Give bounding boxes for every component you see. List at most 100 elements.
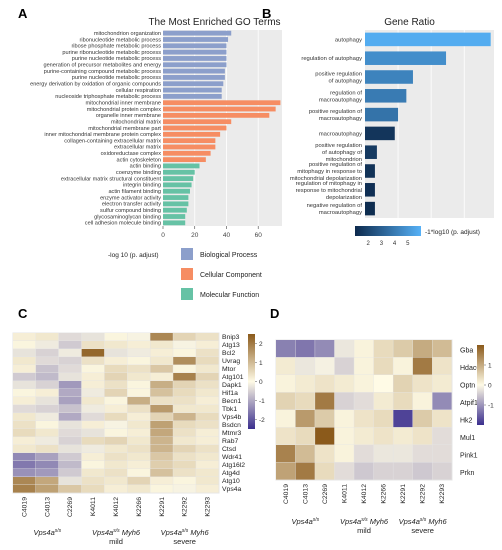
chart-b-bar (365, 164, 375, 178)
c-heatmap-cell (58, 429, 82, 437)
c-heatmap-cell (35, 445, 59, 453)
chart-b-category-label: macroautophagy (319, 131, 362, 137)
c-heatmap-cell (58, 421, 82, 429)
c-heatmap-cell (104, 485, 128, 493)
chart-b-category-label: regulation of mitophagy in (296, 181, 362, 187)
chart-a-xlabel: -log 10 (p. adjust) (108, 252, 159, 259)
c-heatmap-cell (150, 397, 173, 405)
d-heatmap-cell (315, 410, 335, 428)
c-row-label: Atg4d (222, 470, 240, 477)
c-heatmap-cell (81, 413, 105, 421)
d-column-label: C4013 (302, 484, 309, 504)
chart-a-category-label: extracellular matrix (114, 145, 161, 151)
c-heatmap-cell (13, 453, 36, 461)
c-heatmap-cell (196, 381, 219, 389)
chart-a-tick-label: 0 (161, 232, 165, 239)
c-heatmap-cell (127, 373, 150, 381)
c-heatmap-cell (58, 477, 82, 485)
c-heatmap-cell (104, 365, 128, 373)
d-colorscale-tick-label: 0 (488, 383, 492, 390)
chart-a-category-label: inner mitochondrial membrane protein com… (44, 132, 161, 138)
chart-a-bar (163, 100, 281, 106)
d-heatmap-cell (276, 357, 296, 375)
chart-b-category-label: macroautophagy (319, 97, 362, 103)
c-heatmap-cell (13, 381, 36, 389)
d-heatmap-cell (412, 392, 433, 410)
c-row-label: Dapk1 (222, 382, 242, 389)
chart-a-category-label: sulfur compound binding (100, 208, 161, 214)
d-group-sublabel: mild (357, 526, 371, 535)
d-heatmap-cell (295, 462, 315, 480)
d-row-label: Hdac6 (460, 365, 480, 372)
c-heatmap-cell (127, 453, 150, 461)
d-row-label: Optn (460, 383, 475, 390)
c-heatmap-cell (104, 397, 128, 405)
chart-a-category-label: mitochondrion organization (94, 31, 161, 37)
chart-b-bar (365, 89, 407, 103)
c-heatmap-cell (58, 437, 82, 445)
c-heatmap-cell (81, 333, 105, 341)
chart-b-category-label: positive regulation of (309, 162, 363, 168)
chart-a-bar (163, 75, 225, 80)
c-heatmap-cell (35, 373, 59, 381)
d-heatmap-cell (334, 375, 354, 393)
c-heatmap-cell (150, 349, 173, 357)
c-column-label: C4019 (21, 497, 28, 517)
c-colorscale-tick-label: -1 (259, 398, 265, 405)
c-row-label: Wdr41 (222, 454, 242, 461)
chart-a-category-label: nucleoside triphosphate metabolic proces… (55, 94, 161, 100)
d-heatmap-cell (295, 410, 315, 428)
c-heatmap-cell (13, 469, 36, 477)
chart-a-tick-label: 40 (223, 232, 231, 239)
c-row-label: Bnip3 (222, 334, 240, 341)
c-row-label: Tbk1 (222, 406, 237, 413)
c-row-label: Bsdcn (222, 422, 241, 429)
c-heatmap-cell (104, 429, 128, 437)
chart-b-category-label: regulation of autophagy (301, 56, 362, 62)
chart-a-category-label: extracellular matrix structural constitu… (61, 176, 162, 182)
c-heatmap-cell (104, 341, 128, 349)
chart-a-title: The Most Enriched GO Terms (148, 17, 280, 28)
d-heatmap-cell (393, 357, 413, 375)
c-heatmap-cell (150, 453, 173, 461)
c-heatmap-cell (196, 461, 219, 469)
c-heatmap-cell (150, 381, 173, 389)
c-heatmap-cell (173, 357, 196, 365)
chart-a-category-label: electron transfer activity (102, 202, 161, 208)
d-heatmap-cell (334, 340, 354, 358)
c-heatmap-cell (104, 381, 128, 389)
d-heatmap-cell (334, 392, 354, 410)
c-heatmap-cell (196, 357, 219, 365)
c-heatmap-cell (173, 365, 196, 373)
c-colorscale-tick-label: -2 (259, 417, 265, 424)
chart-a-category-label: purine-containing compound metabolic pro… (44, 69, 161, 75)
chart-a-category-label: mitochondrial matrix (111, 119, 161, 125)
c-heatmap-cell (127, 397, 150, 405)
d-heatmap-cell (276, 375, 296, 393)
chart-b-bar (365, 183, 375, 197)
c-heatmap-cell (173, 397, 196, 405)
c-heatmap-cell (173, 477, 196, 485)
c-heatmap-cell (173, 453, 196, 461)
d-heatmap-cell (373, 375, 393, 393)
d-heatmap-cell (412, 340, 433, 358)
chart-b-colorbar (355, 226, 421, 236)
c-heatmap-cell (58, 373, 82, 381)
d-heatmap-cell (354, 445, 374, 463)
chart-a-category-label: ribose phosphate metabolic process (71, 44, 161, 50)
chart-a-bar (163, 207, 187, 213)
chart-b-title: Gene Ratio (384, 17, 435, 28)
c-heatmap-cell (127, 365, 150, 373)
chart-b-category-label: positive regulation (315, 72, 362, 78)
c-heatmap-cell (35, 477, 59, 485)
c-heatmap-cell (58, 389, 82, 397)
d-heatmap-cell (412, 375, 433, 393)
c-heatmap-cell (173, 333, 196, 341)
chart-b-bar (365, 70, 413, 84)
c-heatmap-cell (127, 357, 150, 365)
c-row-label: Becn1 (222, 398, 241, 405)
c-heatmap-cell (173, 405, 196, 413)
c-heatmap-cell (104, 373, 128, 381)
d-heatmap-cell (373, 340, 393, 358)
d-heatmap-cell (334, 357, 354, 375)
